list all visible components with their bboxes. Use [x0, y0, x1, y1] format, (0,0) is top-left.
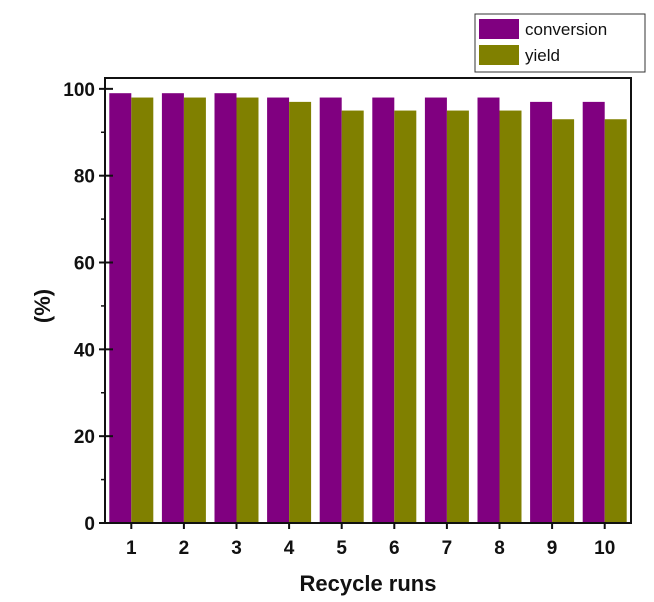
- bar-yield-5: [341, 110, 364, 523]
- y-tick-label-60: 60: [74, 254, 95, 275]
- y-tick-label-0: 0: [84, 514, 95, 535]
- legend-swatch-conversion: [479, 19, 519, 39]
- bar-conversion-6: [372, 97, 395, 523]
- bars-layer: [109, 93, 627, 524]
- bar-conversion-2: [161, 93, 184, 523]
- bar-yield-2: [183, 97, 206, 523]
- x-axis-title: Recycle runs: [300, 571, 437, 596]
- bar-conversion-10: [582, 101, 605, 523]
- x-tick-label-4: 4: [284, 538, 295, 559]
- bar-yield-3: [236, 97, 259, 523]
- y-tick-label-20: 20: [74, 427, 95, 448]
- bar-yield-10: [604, 119, 627, 524]
- x-tick-label-9: 9: [547, 538, 558, 559]
- plot-frame: [104, 77, 632, 524]
- legend: conversion yield: [474, 13, 646, 73]
- y-axis-title: (%): [30, 289, 55, 323]
- x-tick-label-7: 7: [442, 538, 453, 559]
- axes-layer: [104, 77, 632, 524]
- y-tick-label-40: 40: [74, 340, 95, 361]
- x-tick-label-10: 10: [594, 538, 615, 559]
- legend-label-yield: yield: [525, 46, 560, 65]
- y-tick-label-80: 80: [74, 167, 95, 188]
- bar-conversion-4: [267, 97, 290, 523]
- x-tick-label-1: 1: [126, 538, 137, 559]
- bar-conversion-3: [214, 93, 237, 523]
- y-tick-label-100: 100: [63, 80, 95, 101]
- bar-yield-4: [289, 101, 312, 523]
- bar-conversion-9: [530, 101, 553, 523]
- bar-conversion-7: [424, 97, 447, 523]
- bar-yield-9: [552, 119, 575, 524]
- x-tick-label-3: 3: [231, 538, 242, 559]
- x-tick-label-2: 2: [179, 538, 190, 559]
- bar-yield-7: [446, 110, 469, 523]
- bar-conversion-1: [109, 93, 132, 523]
- x-tick-label-6: 6: [389, 538, 400, 559]
- ticks-layer: 0 20 40 60 80 100 1 2 3 4 5 6 7 8 9 10: [63, 80, 615, 559]
- bar-conversion-5: [319, 97, 342, 523]
- x-tick-label-5: 5: [336, 538, 347, 559]
- legend-label-conversion: conversion: [525, 20, 607, 39]
- bar-yield-1: [131, 97, 154, 523]
- bar-yield-8: [499, 110, 522, 523]
- x-tick-label-8: 8: [494, 538, 505, 559]
- bar-yield-6: [394, 110, 417, 523]
- legend-swatch-yield: [479, 45, 519, 65]
- bar-conversion-8: [477, 97, 500, 523]
